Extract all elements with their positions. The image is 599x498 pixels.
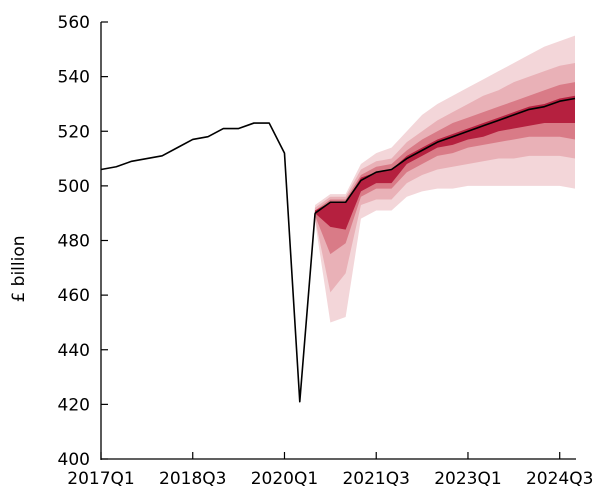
- y-tick-label: 500: [58, 177, 90, 197]
- y-tick-label: 460: [58, 286, 90, 306]
- central-forecast-line: [314, 97, 576, 214]
- y-tick-label: 480: [58, 232, 90, 252]
- y-tick-label: 420: [58, 395, 90, 415]
- y-tick-label: 540: [58, 68, 90, 88]
- outturn-line: [100, 122, 316, 403]
- x-tick-label: 2020Q1: [251, 469, 318, 489]
- y-tick-label: 520: [58, 122, 90, 142]
- x-tick-label: 2024Q3: [526, 469, 593, 489]
- series-lines: [100, 97, 576, 403]
- y-tick-label: 560: [58, 13, 90, 33]
- x-tick-label: 2021Q3: [342, 469, 409, 489]
- y-tick-label: 400: [58, 450, 90, 470]
- axes: 400 420 440 460 480 500 520 540 560 2017Q1 2018Q3 2…: [58, 13, 594, 489]
- fan-band-mid2: [299, 62, 575, 402]
- fan-bands: [299, 35, 575, 402]
- x-tick-label: 2018Q3: [159, 469, 226, 489]
- y-tick-label: 440: [58, 341, 90, 361]
- x-tick-label: 2017Q1: [67, 469, 134, 489]
- x-tick-label: 2023Q1: [434, 469, 501, 489]
- y-axis-title: £ billion: [9, 235, 29, 302]
